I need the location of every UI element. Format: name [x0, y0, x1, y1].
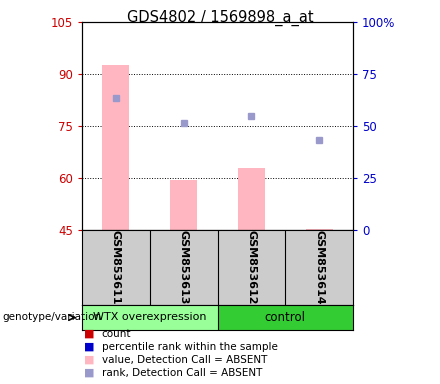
Text: rank, Detection Call = ABSENT: rank, Detection Call = ABSENT — [102, 368, 262, 378]
Text: GSM853613: GSM853613 — [179, 230, 189, 305]
Bar — [217, 305, 353, 330]
Bar — [82, 305, 217, 330]
Text: ■: ■ — [84, 368, 95, 378]
Text: ■: ■ — [84, 329, 95, 339]
Text: GDS4802 / 1569898_a_at: GDS4802 / 1569898_a_at — [127, 10, 313, 26]
Text: GSM853614: GSM853614 — [314, 230, 324, 305]
Text: control: control — [265, 311, 306, 324]
Text: WTX overexpression: WTX overexpression — [93, 313, 206, 323]
Text: GSM853611: GSM853611 — [111, 230, 121, 305]
Bar — [170, 180, 197, 230]
Text: GSM853612: GSM853612 — [246, 230, 257, 305]
Bar — [103, 65, 129, 230]
Text: ■: ■ — [84, 355, 95, 365]
Bar — [238, 167, 265, 230]
Text: genotype/variation: genotype/variation — [2, 313, 101, 323]
Bar — [305, 229, 333, 230]
Text: ■: ■ — [84, 342, 95, 352]
Text: percentile rank within the sample: percentile rank within the sample — [102, 342, 278, 352]
Text: count: count — [102, 329, 131, 339]
Text: value, Detection Call = ABSENT: value, Detection Call = ABSENT — [102, 355, 267, 365]
